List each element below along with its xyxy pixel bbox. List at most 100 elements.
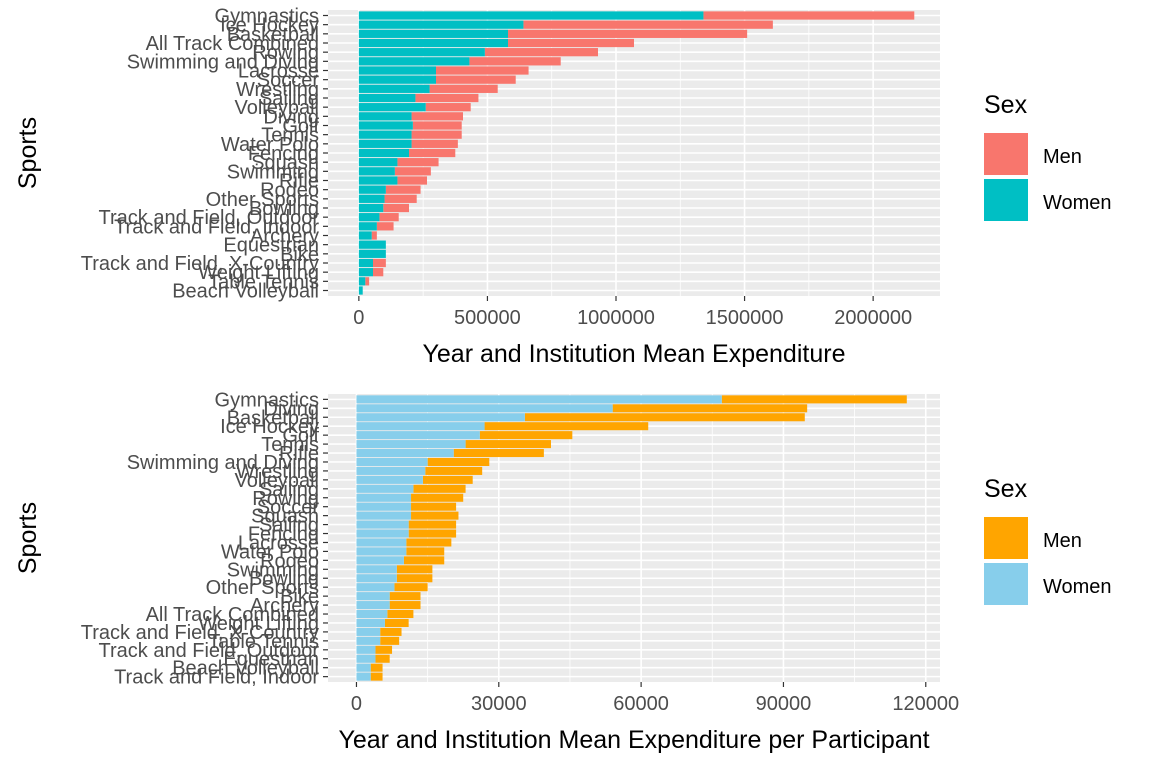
bar-women-basketball xyxy=(356,413,525,422)
bar-men-sailing xyxy=(408,520,457,529)
legend: Sex Men Women xyxy=(984,475,1112,605)
bar-women-rodeo xyxy=(358,185,386,194)
bar-men-swimming xyxy=(394,167,431,176)
y-tick-label: Track and Field, Outdoor xyxy=(99,640,320,662)
y-tick-label: Rifle xyxy=(279,171,319,193)
bar-women-track-and-field-x-country xyxy=(356,627,381,636)
x-tick-label: 90000 xyxy=(756,693,812,715)
y-tick-label: Diving xyxy=(263,106,319,128)
bar-women-rodeo xyxy=(356,556,404,565)
bar-men-water-polo xyxy=(406,547,445,556)
bar-women-sailing xyxy=(356,520,409,529)
bar-women-lacrosse xyxy=(356,538,407,547)
bar-men-golf xyxy=(479,431,573,440)
bar-men-squash xyxy=(411,511,459,520)
y-tick-label: Rodeo xyxy=(260,180,319,202)
y-tick-label: Track and Field, X-Country xyxy=(81,253,319,275)
bar-men-diving xyxy=(612,404,808,413)
y-tick-label: Table Tennis xyxy=(208,271,319,293)
bar-men-swimming-and-diving xyxy=(469,57,561,66)
bar-men-water-polo xyxy=(411,139,458,148)
y-tick-label: Swimming and Diving xyxy=(127,51,319,73)
y-tick-label: Bike xyxy=(280,244,319,266)
bar-women-track-and-field-indoor xyxy=(356,672,371,681)
bar-women-diving xyxy=(356,404,613,413)
bar-men-track-and-field-x-country xyxy=(373,258,386,268)
bar-men-ice-hockey xyxy=(523,20,773,29)
bar-women-track-and-field-outdoor xyxy=(358,213,380,222)
y-tick-label: All Track Combined xyxy=(146,604,319,626)
bar-women-bowling xyxy=(356,574,397,583)
y-tick-label: Swimming and Diving xyxy=(127,452,319,474)
y-tick-label: Golf xyxy=(282,425,319,447)
bar-men-rowing xyxy=(411,493,464,502)
bar-women-wrestling xyxy=(356,466,426,475)
y-tick-label: All Track Combined xyxy=(146,33,319,55)
y-tick-label: Beach Volleyball xyxy=(172,281,319,303)
bar-men-other-sports xyxy=(384,194,417,203)
bar-women-golf xyxy=(358,121,413,130)
bar-women-track-and-field-indoor xyxy=(358,222,377,231)
bar-men-table-tennis xyxy=(380,636,400,645)
bar-men-rowing xyxy=(484,48,598,57)
bar-women-equestrian xyxy=(356,654,376,663)
y-tick-label: Other Sports xyxy=(206,189,319,211)
y-tick-label: Rifle xyxy=(279,443,319,465)
y-tick-label: Equestrian xyxy=(223,649,319,671)
bar-men-golf xyxy=(412,121,462,130)
bar-women-golf xyxy=(356,431,480,440)
x-tick-label: 0 xyxy=(353,307,364,329)
bar-men-tennis xyxy=(465,440,551,449)
bar-men-tennis xyxy=(411,130,462,139)
y-tick-label: Rowing xyxy=(252,488,319,510)
bar-men-equestrian xyxy=(375,654,390,663)
bar-women-lacrosse xyxy=(358,66,436,75)
bar-women-soccer xyxy=(358,75,436,84)
bars xyxy=(358,11,915,295)
x-tick-label: 500000 xyxy=(454,307,521,329)
bar-men-track-and-field-outdoor xyxy=(379,213,399,222)
x-tick-label: 0 xyxy=(351,693,362,715)
bar-men-weight-lifting xyxy=(373,268,384,277)
legend-label-women: Women xyxy=(1043,192,1112,214)
bar-women-fencing xyxy=(356,529,409,538)
bar-men-bowling xyxy=(383,203,409,213)
bar-women-water-polo xyxy=(356,547,407,556)
bar-women-swimming-and-diving xyxy=(358,57,470,66)
legend-label-men: Men xyxy=(1043,530,1082,552)
bar-women-beach-volleyball xyxy=(358,286,363,295)
y-tick-label: Bike xyxy=(280,586,319,608)
bar-men-soccer xyxy=(436,75,516,84)
bar-women-table-tennis xyxy=(356,636,381,645)
bar-men-archery xyxy=(389,601,421,610)
legend-swatch-women xyxy=(984,179,1028,221)
y-axis-title: Sports xyxy=(14,502,42,574)
bar-women-archery xyxy=(358,231,372,240)
bar-women-beach-volleyball xyxy=(356,663,371,672)
bar-women-ice-hockey xyxy=(358,20,524,29)
legend-swatch-women xyxy=(984,563,1028,605)
bar-men-table-tennis xyxy=(365,277,370,286)
y-tick-label: Ice Hockey xyxy=(220,15,319,37)
bar-women-tennis xyxy=(356,440,466,449)
bar-men-bike xyxy=(389,592,421,601)
bar-women-bowling xyxy=(358,203,384,213)
y-tick-label: Fencing xyxy=(248,143,319,165)
bar-women-gymnastics xyxy=(356,395,722,404)
bar-women-rifle xyxy=(356,449,454,458)
bar-women-track-and-field-outdoor xyxy=(356,645,376,654)
bar-men-track-and-field-indoor xyxy=(370,672,383,681)
bar-men-basketball xyxy=(524,413,805,422)
y-tick-label: Tennis xyxy=(261,434,319,456)
y-tick-label: Swimming xyxy=(227,559,319,581)
bar-men-weight-lifting xyxy=(384,618,409,627)
x-tick-label: 120000 xyxy=(892,693,959,715)
bar-men-fencing xyxy=(409,148,456,158)
bar-men-basketball xyxy=(508,29,748,38)
y-tick-label: Diving xyxy=(263,398,319,420)
y-tick-label: Basketball xyxy=(227,24,319,46)
bar-women-archery xyxy=(356,601,390,610)
bar-women-tennis xyxy=(358,130,412,139)
bar-men-track-and-field-x-country xyxy=(380,627,402,636)
